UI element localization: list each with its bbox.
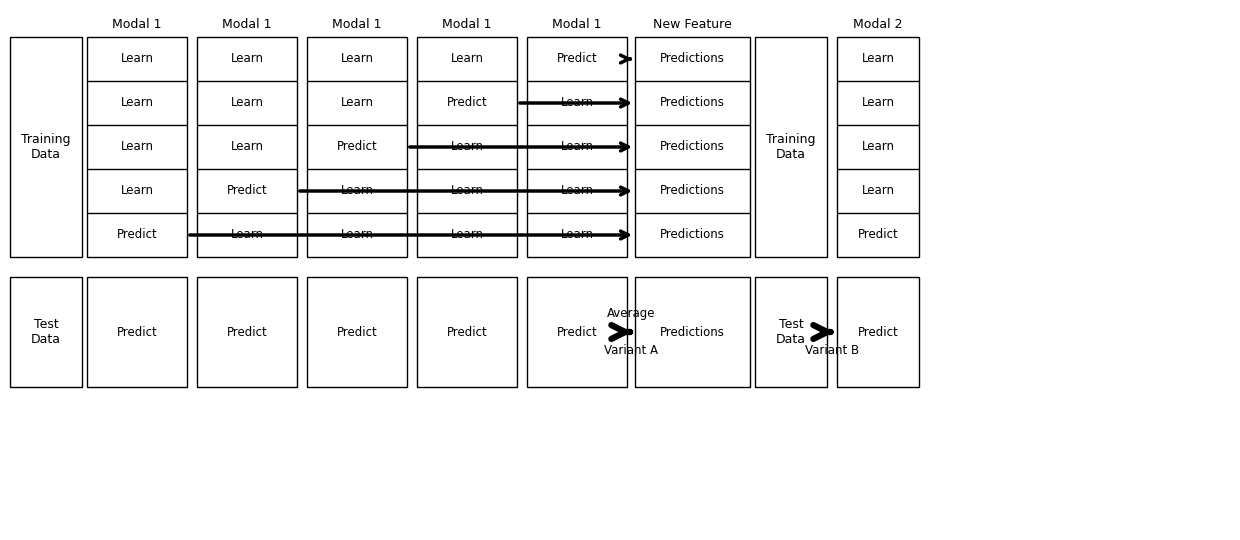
Text: Learn: Learn [862, 185, 894, 198]
Text: Average: Average [606, 307, 655, 321]
Bar [87, 277, 187, 387]
Bar [837, 37, 919, 257]
Text: Learn: Learn [231, 228, 263, 241]
Text: Learn: Learn [560, 228, 594, 241]
Text: Learn: Learn [231, 52, 263, 65]
Bar [837, 277, 919, 387]
Text: Learn: Learn [120, 97, 154, 110]
Text: Learn: Learn [341, 52, 373, 65]
Bar [197, 277, 298, 387]
Text: Predict: Predict [227, 185, 268, 198]
Text: Modal 1: Modal 1 [332, 18, 382, 31]
Text: Learn: Learn [231, 140, 263, 153]
Bar [635, 37, 750, 257]
Text: Predict: Predict [446, 97, 487, 110]
Text: Predictions: Predictions [660, 52, 725, 65]
Text: Learn: Learn [341, 97, 373, 110]
Text: Predictions: Predictions [660, 228, 725, 241]
Text: Predict: Predict [858, 326, 898, 339]
Text: Variant A: Variant A [604, 343, 658, 356]
Text: Learn: Learn [862, 140, 894, 153]
Bar [10, 277, 82, 387]
Text: Learn: Learn [231, 97, 263, 110]
Text: Learn: Learn [450, 52, 484, 65]
Text: Learn: Learn [450, 228, 484, 241]
Text: Training
Data: Training Data [766, 133, 816, 161]
Text: Predictions: Predictions [660, 97, 725, 110]
Text: Predict: Predict [336, 326, 377, 339]
Bar [527, 277, 627, 387]
Text: Learn: Learn [450, 185, 484, 198]
Text: Variant B: Variant B [805, 343, 859, 356]
Text: Predict: Predict [858, 228, 898, 241]
Text: Learn: Learn [120, 52, 154, 65]
Text: Predict: Predict [557, 52, 598, 65]
Text: Predict: Predict [117, 326, 157, 339]
Text: Learn: Learn [120, 140, 154, 153]
Text: Modal 1: Modal 1 [222, 18, 272, 31]
Bar [417, 37, 517, 257]
Text: Learn: Learn [120, 185, 154, 198]
Text: Predictions: Predictions [660, 326, 725, 339]
Text: Modal 1: Modal 1 [443, 18, 492, 31]
Text: Test
Data: Test Data [31, 318, 61, 346]
Text: Predict: Predict [117, 228, 157, 241]
Bar [755, 37, 827, 257]
Bar [417, 277, 517, 387]
Text: Modal 1: Modal 1 [552, 18, 601, 31]
Text: Predict: Predict [446, 326, 487, 339]
Text: Predict: Predict [227, 326, 268, 339]
Text: Learn: Learn [862, 97, 894, 110]
Bar [87, 37, 187, 257]
Text: Learn: Learn [450, 140, 484, 153]
Bar [635, 277, 750, 387]
Text: Predict: Predict [336, 140, 377, 153]
Text: Test
Data: Test Data [776, 318, 806, 346]
Text: Learn: Learn [560, 97, 594, 110]
Bar [197, 37, 298, 257]
Bar [527, 37, 627, 257]
Text: Learn: Learn [341, 228, 373, 241]
Bar [755, 277, 827, 387]
Text: Training
Data: Training Data [21, 133, 71, 161]
Bar [308, 277, 407, 387]
Text: Predictions: Predictions [660, 140, 725, 153]
Text: Learn: Learn [560, 185, 594, 198]
Text: Learn: Learn [560, 140, 594, 153]
Bar [10, 37, 82, 257]
Text: Learn: Learn [341, 185, 373, 198]
Text: Modal 2: Modal 2 [853, 18, 903, 31]
Text: Learn: Learn [862, 52, 894, 65]
Text: New Feature: New Feature [653, 18, 732, 31]
Text: Predict: Predict [557, 326, 598, 339]
Bar [308, 37, 407, 257]
Text: Modal 1: Modal 1 [113, 18, 161, 31]
Text: Predictions: Predictions [660, 185, 725, 198]
